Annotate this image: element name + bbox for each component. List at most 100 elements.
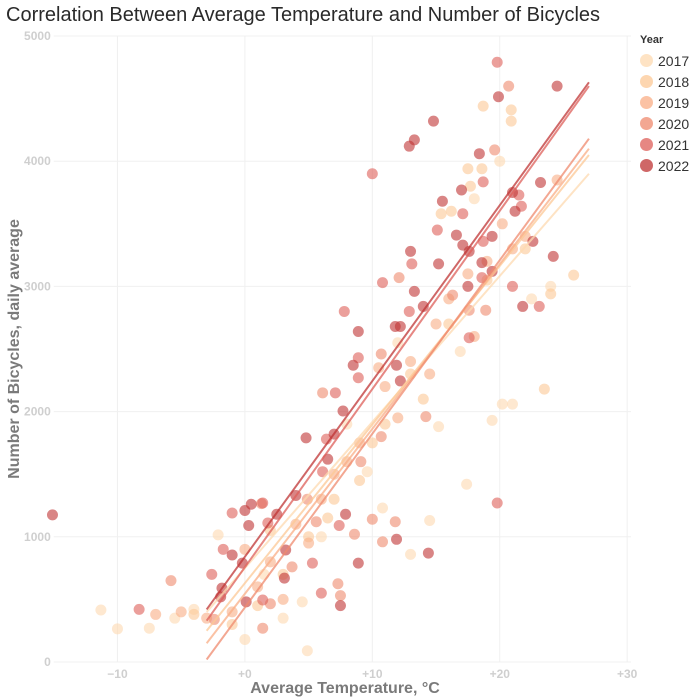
data-point [492,91,504,103]
data-point [491,56,503,68]
data-point [393,272,405,284]
data-point [392,412,404,424]
data-point [456,184,468,196]
data-point [361,466,373,478]
trend-line-2019 [205,148,590,644]
data-point [477,176,489,188]
data-point [217,543,229,555]
legend-item-2020[interactable]: 2020 [640,113,689,134]
legend: Year 2017 2018 2019 2020 2021 2022 [640,34,689,176]
data-point [462,280,474,292]
data-point [509,205,521,217]
y-tick-label: 2000 [24,405,51,419]
x-tick-label: +10 [362,667,383,681]
data-point [568,269,580,281]
x-tick-label: +30 [617,667,638,681]
data-point [352,325,364,337]
data-point [143,622,155,634]
data-point [337,405,349,417]
data-point [394,375,406,387]
data-point [111,623,123,635]
data-point [278,572,290,584]
data-point [496,398,508,410]
series-2022-points [46,80,563,612]
legend-item-2018[interactable]: 2018 [640,71,689,92]
legend-marker-icon [640,138,653,151]
data-point [257,497,269,509]
data-point [476,257,488,269]
data-point [436,195,448,207]
data-point [46,509,58,521]
data-point [405,356,417,368]
data-point [538,383,550,395]
data-point [301,645,313,657]
data-point [240,596,252,608]
data-point [352,557,364,569]
data-point [433,258,445,270]
data-point [277,593,289,605]
data-point [348,528,360,540]
data-point [352,372,364,384]
data-point [422,547,434,559]
trend-line-2018 [205,154,590,632]
legend-item-2017[interactable]: 2017 [640,50,689,71]
data-point [480,304,492,316]
data-point [354,474,366,486]
legend-item-2022[interactable]: 2022 [640,155,689,176]
data-point [505,115,517,127]
data-point [286,561,298,573]
legend-marker-icon [640,117,653,130]
data-point [389,516,401,528]
data-point [433,421,445,433]
data-point [547,250,559,262]
data-point [328,493,340,505]
data-point [505,104,517,116]
data-point [334,590,346,602]
data-point [206,568,218,580]
data-point [165,575,177,587]
legend-item-2019[interactable]: 2019 [640,92,689,113]
data-point [545,288,557,300]
legend-item-2021[interactable]: 2021 [640,134,689,155]
data-point [527,235,539,247]
data-point [445,205,457,217]
data-point [377,502,389,514]
data-point [406,258,418,270]
data-point [375,348,387,360]
chart-title: Correlation Between Average Temperature … [6,4,601,26]
data-point [489,144,501,156]
x-tick-label: +0 [238,667,252,681]
legend-label: 2019 [658,94,690,111]
legend-marker-icon [640,54,653,67]
data-point [392,337,404,349]
data-point [257,622,269,634]
data-point [355,456,367,468]
data-point [366,513,378,525]
legend-label: 2021 [658,136,690,153]
data-point [430,318,442,330]
data-point [394,320,406,332]
gridlines [53,35,631,663]
x-tick-label: −10 [107,667,128,681]
trend-line-2020 [205,138,590,661]
data-point [454,346,466,358]
data-point [332,578,344,590]
data-point [252,581,264,593]
data-point [427,115,439,127]
data-point [340,508,352,520]
data-point [551,80,563,92]
data-point [334,600,346,612]
data-point [315,493,327,505]
series-2020-points [165,80,515,634]
data-point [175,606,187,618]
data-point [496,218,508,230]
y-axis-label: Number of Bicycles, daily average [6,219,23,479]
data-point [133,603,145,615]
data-point [239,543,251,555]
data-point [457,208,469,220]
data-points [46,56,580,657]
data-point [333,520,345,532]
data-point [277,612,289,624]
data-point [317,387,329,399]
data-point [464,180,476,192]
